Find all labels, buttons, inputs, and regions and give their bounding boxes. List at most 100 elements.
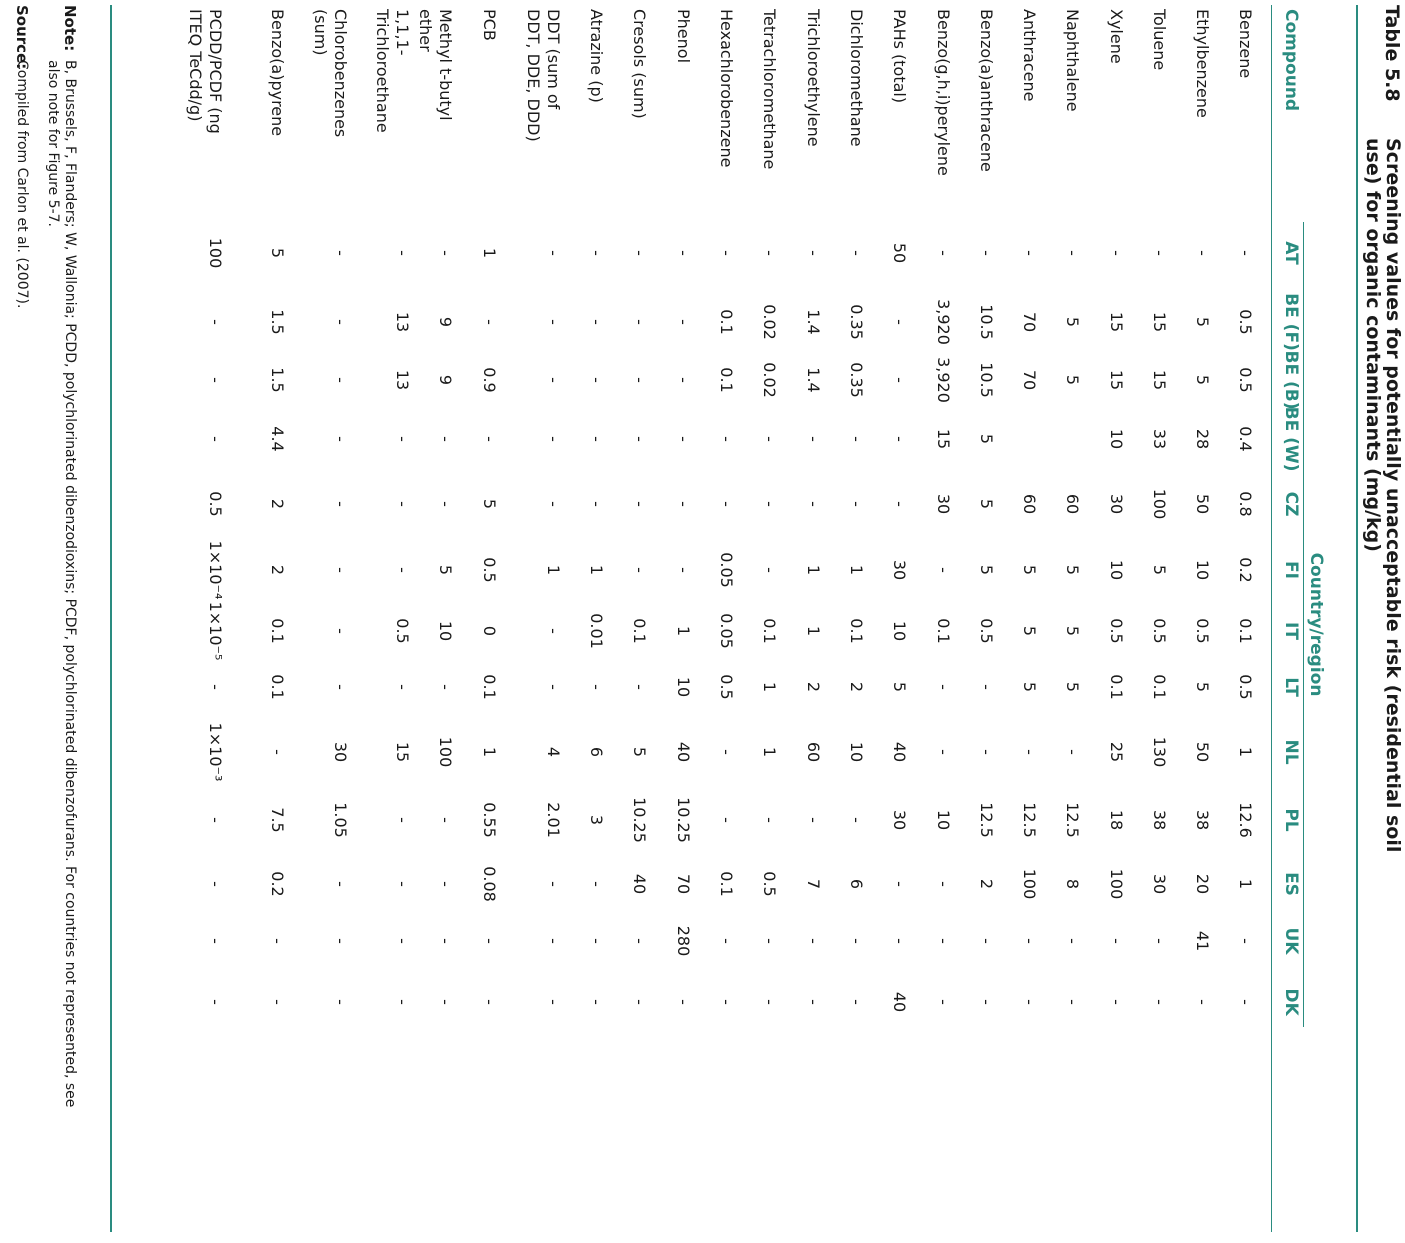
value-cell: 1×10⁻⁵ [206, 601, 225, 661]
value-cell: 20 [1193, 873, 1212, 895]
value-cell: - [760, 501, 779, 507]
value-cell: 0.5 [1193, 618, 1212, 644]
value-cell: 0.1 [717, 309, 736, 335]
value-cell: 15 [393, 741, 412, 763]
value-cell: 12.5 [1063, 802, 1082, 838]
value-cell: 12.5 [977, 802, 996, 838]
compound-name: Benzene [1236, 9, 1255, 79]
compound-name: Toluene [1150, 9, 1169, 71]
source-text: Compiled from Carlon et al. (2007). [14, 60, 30, 309]
value-cell: 0.5 [206, 491, 225, 517]
value-cell: 13 [393, 311, 412, 333]
value-cell: 40 [890, 991, 909, 1013]
value-cell: - [331, 377, 350, 383]
value-cell: - [1236, 999, 1255, 1005]
value-cell: 0.1 [1150, 674, 1169, 700]
compound-name: Chlorobenzenes (sum) [311, 9, 350, 138]
value-cell: - [977, 749, 996, 755]
value-cell: - [587, 684, 606, 690]
value-cell: 5 [977, 498, 996, 510]
compound-name: PCB [480, 9, 499, 41]
value-cell: 0.1 [1236, 618, 1255, 644]
value-cell: 0.5 [393, 618, 412, 644]
value-cell: - [1236, 250, 1255, 256]
value-cell: - [630, 377, 649, 383]
value-cell: 0.1 [480, 674, 499, 700]
value-cell: - [1193, 250, 1212, 256]
value-cell: - [393, 567, 412, 573]
value-cell: - [977, 250, 996, 256]
value-cell: - [206, 999, 225, 1005]
value-cell: 1 [804, 625, 823, 637]
country-header: ES [1281, 872, 1301, 896]
compound-name: Hexachlorobenzene [717, 9, 736, 168]
compound-name: 1,1,1-Trichloroethane [373, 9, 412, 133]
value-cell: - [717, 501, 736, 507]
compound-name: Atrazine (p) [587, 9, 606, 103]
value-cell: 5 [1020, 681, 1039, 693]
value-cell: 0.4 [1236, 426, 1255, 452]
value-cell: - [436, 817, 455, 823]
value-cell: - [393, 881, 412, 887]
value-cell: - [630, 319, 649, 325]
value-cell: - [1150, 938, 1169, 944]
value-cell: - [331, 938, 350, 944]
value-cell: 0.5 [717, 674, 736, 700]
value-cell: 0.9 [480, 367, 499, 393]
value-cell: - [393, 999, 412, 1005]
value-cell: 10 [674, 676, 693, 698]
country-header: BE (B) [1281, 350, 1301, 410]
value-cell: 38 [1150, 809, 1169, 831]
value-cell: 130 [1150, 736, 1169, 768]
value-cell: 0.35 [847, 304, 866, 340]
value-cell: 70 [1020, 369, 1039, 391]
value-cell: - [804, 436, 823, 442]
country-header: CZ [1281, 491, 1301, 517]
value-cell: - [268, 938, 287, 944]
value-cell: - [934, 684, 953, 690]
compound-name: Ethylbenzene [1193, 9, 1212, 118]
value-cell: - [630, 684, 649, 690]
value-cell: 100 [436, 736, 455, 768]
value-cell: - [544, 628, 563, 634]
value-cell: - [206, 817, 225, 823]
value-cell: 5 [1063, 625, 1082, 637]
value-cell: 30 [890, 809, 909, 831]
value-cell: - [436, 999, 455, 1005]
value-cell: - [717, 817, 736, 823]
value-cell: 10.5 [977, 362, 996, 398]
value-cell: 1 [1236, 878, 1255, 890]
value-cell: 0.1 [717, 367, 736, 393]
value-cell: 70 [674, 873, 693, 895]
value-cell: 1.05 [331, 802, 350, 838]
compound-header: Compound [1281, 9, 1301, 112]
value-cell: 1 [544, 564, 563, 576]
value-cell: - [331, 628, 350, 634]
value-cell: 0.1 [847, 618, 866, 644]
value-cell: 5 [1063, 681, 1082, 693]
value-cell: - [436, 250, 455, 256]
value-cell: 15 [1150, 311, 1169, 333]
value-cell: 40 [630, 873, 649, 895]
value-cell: 100 [1150, 488, 1169, 520]
value-cell: 1 [760, 746, 779, 758]
value-cell: - [1020, 999, 1039, 1005]
value-cell: - [630, 501, 649, 507]
value-cell: 1.5 [268, 309, 287, 335]
value-cell: 13 [393, 369, 412, 391]
value-cell: 5 [1150, 564, 1169, 576]
country-header: AT [1281, 241, 1301, 265]
value-cell: 33 [1150, 428, 1169, 450]
value-cell: 60 [1020, 493, 1039, 515]
value-cell: - [1063, 250, 1082, 256]
value-cell: 3,920 [934, 299, 953, 345]
value-cell: - [934, 938, 953, 944]
value-cell: 18 [1107, 809, 1126, 831]
compound-name: Dichloromethane [847, 9, 866, 147]
country-header: PL [1281, 808, 1301, 832]
value-cell: 28 [1193, 428, 1212, 450]
value-cell: 100 [1107, 868, 1126, 900]
value-cell: 10 [847, 741, 866, 763]
value-cell: 1 [760, 681, 779, 693]
